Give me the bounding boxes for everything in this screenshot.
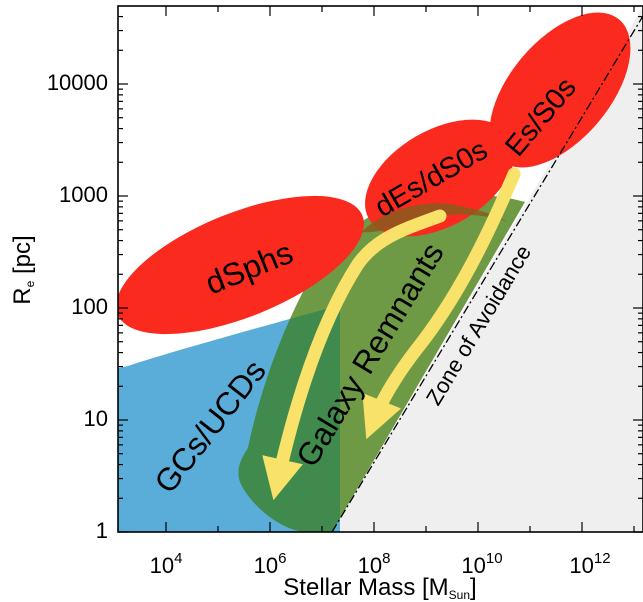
x-tick-label-1e4: 104 [150,550,183,578]
y-tick-label-10000: 10000 [47,70,108,95]
x-tick-label-1e12: 1012 [569,550,610,578]
y-tick-label-10: 10 [84,406,108,431]
y-tick-label-1000: 1000 [59,182,108,207]
plot-frame [117,5,643,533]
y-tick-label-1: 1 [96,518,108,543]
dsphs-region [118,195,364,335]
des-remnant-overlap [362,203,508,233]
y-tick-label-100: 100 [71,294,108,319]
y-axis-title: Re [pc] [9,235,37,304]
des-to-remnant-arrow [262,209,447,501]
es-region [489,12,631,168]
x-axis-title: Stellar Mass [MSun] [283,574,476,602]
des-region [365,119,515,237]
x-tick-label-1e6: 106 [254,550,287,578]
x-tick-label-1e8: 108 [358,550,391,578]
axis-ticks [118,6,643,533]
avoidance-boundary-line [331,15,643,532]
es-to-remnant-arrow [362,167,521,440]
x-tick-label-1e10: 1010 [461,550,502,578]
